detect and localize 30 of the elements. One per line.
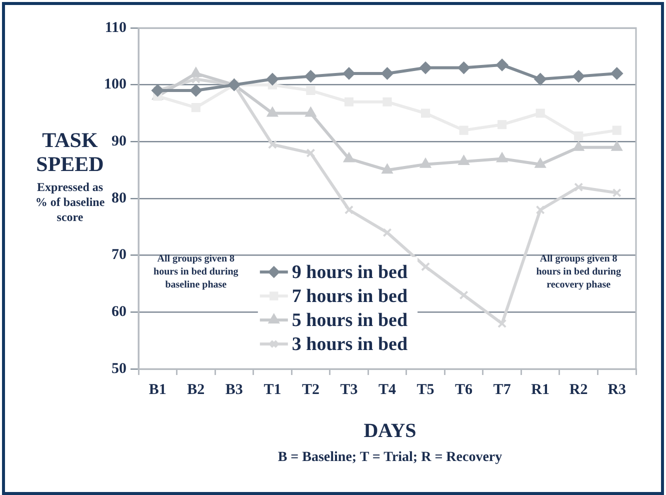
y-tick-label: 50 bbox=[112, 360, 126, 377]
x-tick-label: B3 bbox=[225, 382, 243, 398]
legend-label: 5 hours in bed bbox=[292, 310, 408, 331]
x-tick-label: B1 bbox=[148, 382, 166, 398]
x-tick-label: T5 bbox=[416, 382, 434, 398]
y-tick-label: 80 bbox=[112, 190, 126, 206]
legend-label: 9 hours in bed bbox=[292, 262, 408, 283]
x-tick-label: R3 bbox=[608, 382, 626, 398]
y-tick-label: 70 bbox=[112, 247, 126, 264]
x-tick-label: R1 bbox=[531, 382, 550, 398]
text: Expressed as % of baseline score bbox=[34, 180, 106, 225]
x-tick-label: T7 bbox=[493, 382, 512, 398]
legend-label: 3 hours in bed bbox=[292, 334, 408, 355]
annotation: All groups given 8 hours in bed during baseline phase bbox=[154, 254, 238, 291]
x-tick-label: T2 bbox=[302, 382, 320, 398]
x-tick-label: T6 bbox=[455, 382, 474, 398]
x-tick-label: B2 bbox=[187, 382, 205, 398]
x-tick-label: R2 bbox=[569, 382, 588, 398]
y-tick-label: 110 bbox=[104, 20, 126, 36]
x-tick-label: T3 bbox=[340, 382, 358, 398]
y-tick-label: 100 bbox=[104, 76, 126, 93]
annotation: All groups given 8 hours in bed during recovery phase bbox=[536, 254, 621, 291]
x-tick-label: T1 bbox=[264, 382, 282, 398]
y-tick-label: 90 bbox=[112, 134, 126, 150]
y-tick-label: 60 bbox=[112, 304, 126, 320]
legend-label: 7 hours in bed bbox=[292, 286, 408, 307]
y-axis-title: TASK SPEED bbox=[36, 128, 104, 176]
text: B = Baseline; T = Trial; R = Recovery bbox=[276, 450, 504, 466]
x-tick-label: T4 bbox=[378, 382, 396, 398]
x-axis-title: DAYS bbox=[362, 420, 418, 443]
